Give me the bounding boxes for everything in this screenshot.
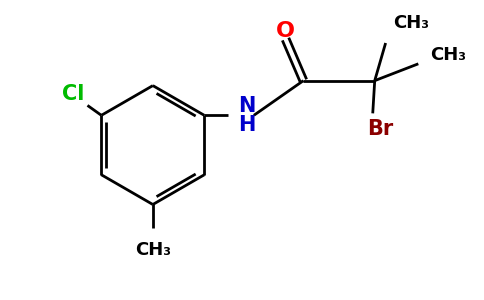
Text: Cl: Cl (62, 83, 85, 103)
Text: CH₃: CH₃ (393, 14, 429, 32)
Text: CH₃: CH₃ (135, 241, 171, 259)
Text: CH₃: CH₃ (430, 46, 466, 64)
Text: Br: Br (367, 119, 393, 139)
Text: O: O (276, 21, 295, 41)
Text: N
H: N H (238, 96, 256, 134)
